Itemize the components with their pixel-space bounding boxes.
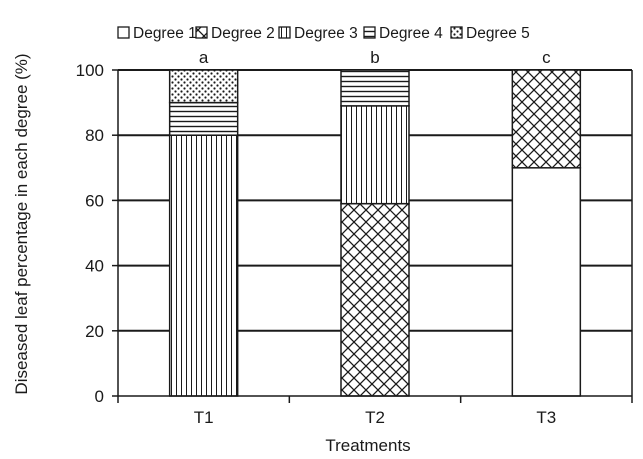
y-tick-label-60: 60 (85, 191, 104, 210)
y-tick-label-40: 40 (85, 257, 104, 276)
legend-label-degree-1: Degree 1 (133, 25, 197, 42)
legend: Degree 1 Degree 2 Degree 3 Degree 4 Degree 5 (117, 25, 530, 42)
legend-label-degree-2: Degree 2 (211, 25, 275, 42)
legend-swatch-degree-5 (450, 26, 463, 39)
bar-t1-degree-4 (168, 101, 239, 136)
x-tick-label-t1: T1 (194, 408, 214, 427)
bar-t2-degree-4 (340, 69, 410, 107)
plot-frame (117, 70, 633, 397)
y-tick-label-100: 100 (76, 61, 104, 80)
bar-t1-degree-3 (168, 134, 239, 397)
x-tick-label-t2: T2 (365, 408, 385, 427)
significance-letter-t1: a (199, 48, 209, 67)
legend-label-degree-3: Degree 3 (294, 25, 358, 42)
x-axis-label: Treatments (325, 436, 410, 455)
x-axis-ticks: T1 T2 T3 (117, 396, 633, 427)
significance-letter-t2: b (370, 48, 379, 67)
legend-label-degree-4: Degree 4 (379, 25, 443, 42)
legend-label-degree-5: Degree 5 (466, 25, 530, 42)
y-axis-ticks: 0 20 40 60 80 100 (76, 61, 118, 406)
y-tick-label-20: 20 (85, 322, 104, 341)
legend-swatch-degree-4 (363, 26, 376, 39)
bar-t2-degree-3 (340, 105, 410, 205)
legend-swatch-degree-1 (117, 26, 130, 39)
bar-t2-degree-2 (340, 202, 410, 397)
bar-t1-degree-5 (168, 69, 239, 104)
bar-t3-degree-2 (511, 69, 582, 169)
y-tick-label-80: 80 (85, 126, 104, 145)
legend-swatch-degree-3 (278, 26, 291, 39)
category-letters: a b c (199, 48, 551, 67)
bar-t3-degree-1 (511, 167, 582, 397)
y-axis-label: Diseased leaf percentage in each degree … (12, 53, 31, 394)
significance-letter-t3: c (542, 48, 551, 67)
legend-swatch-degree-2 (195, 26, 208, 39)
x-tick-label-t3: T3 (536, 408, 556, 427)
bars (168, 69, 582, 397)
y-tick-label-0: 0 (95, 387, 104, 406)
